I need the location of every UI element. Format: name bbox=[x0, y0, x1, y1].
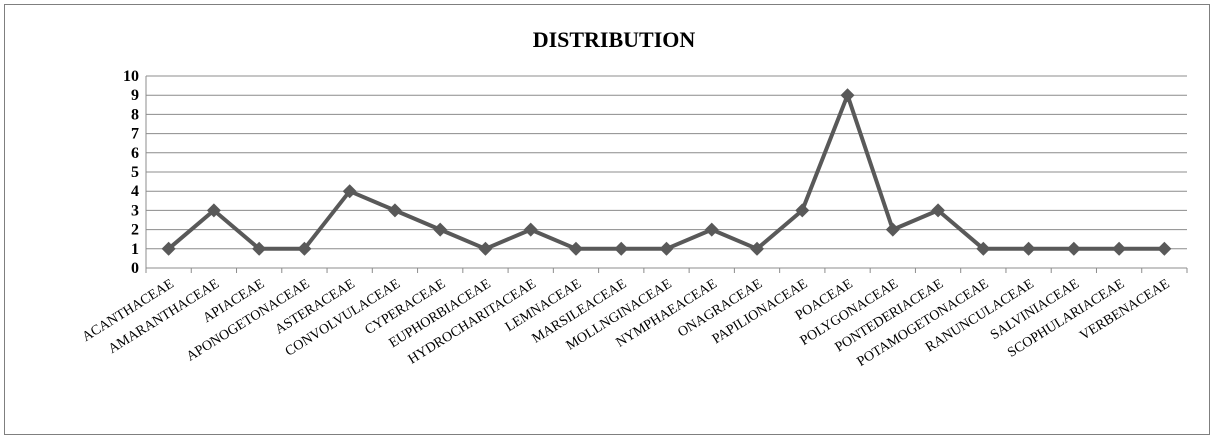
axes bbox=[145, 76, 1188, 273]
data-point-marker bbox=[161, 241, 176, 256]
y-tick-label: 9 bbox=[131, 87, 139, 104]
gridlines bbox=[146, 75, 1187, 250]
data-point-marker bbox=[387, 203, 402, 218]
data-point-marker bbox=[1066, 241, 1081, 256]
data-point-marker bbox=[795, 203, 810, 218]
data-point-marker bbox=[206, 203, 221, 218]
data-point-marker bbox=[931, 203, 946, 218]
y-tick-label: 5 bbox=[131, 164, 139, 181]
data-point-marker bbox=[614, 241, 629, 256]
data-point-marker bbox=[568, 241, 583, 256]
y-tick-label: 3 bbox=[131, 202, 139, 219]
data-point-marker bbox=[1021, 241, 1036, 256]
line-chart: DISTRIBUTION 0 1 2 3 4 5 6 7 8 9 10 ACANTHACEAEAMA… bbox=[80, 27, 1188, 370]
y-tick-label: 8 bbox=[131, 106, 139, 123]
data-point-marker bbox=[976, 241, 991, 256]
data-point-marker bbox=[252, 241, 267, 256]
y-tick-label: 1 bbox=[131, 241, 139, 258]
x-axis-ticks: ACANTHACEAEAMARANTHACEAEAPIACEAEAPONOGET… bbox=[80, 277, 1173, 370]
chart-title: DISTRIBUTION bbox=[533, 27, 696, 52]
data-point-marker bbox=[523, 222, 538, 237]
y-tick-label: 0 bbox=[131, 260, 139, 277]
y-tick-label: 10 bbox=[123, 68, 139, 85]
data-point-marker bbox=[659, 241, 674, 256]
data-point-marker bbox=[342, 184, 357, 199]
data-point-marker bbox=[1157, 241, 1172, 256]
data-point-marker bbox=[840, 88, 855, 103]
data-point-marker bbox=[297, 241, 312, 256]
data-point-marker bbox=[433, 222, 448, 237]
data-point-marker bbox=[750, 241, 765, 256]
data-point-marker bbox=[1112, 241, 1127, 256]
y-axis-ticks: 0 1 2 3 4 5 6 7 8 9 10 bbox=[123, 68, 139, 277]
y-tick-label: 2 bbox=[131, 222, 139, 239]
chart-frame: DISTRIBUTION 0 1 2 3 4 5 6 7 8 9 10 ACANTHACEAE AMA… bbox=[4, 4, 1210, 435]
data-point-marker bbox=[885, 222, 900, 237]
data-point-marker bbox=[478, 241, 493, 256]
y-tick-label: 6 bbox=[131, 145, 139, 162]
series-markers bbox=[161, 88, 1172, 256]
y-tick-label: 7 bbox=[131, 126, 139, 143]
y-tick-label: 4 bbox=[131, 183, 139, 200]
data-point-marker bbox=[704, 222, 719, 237]
